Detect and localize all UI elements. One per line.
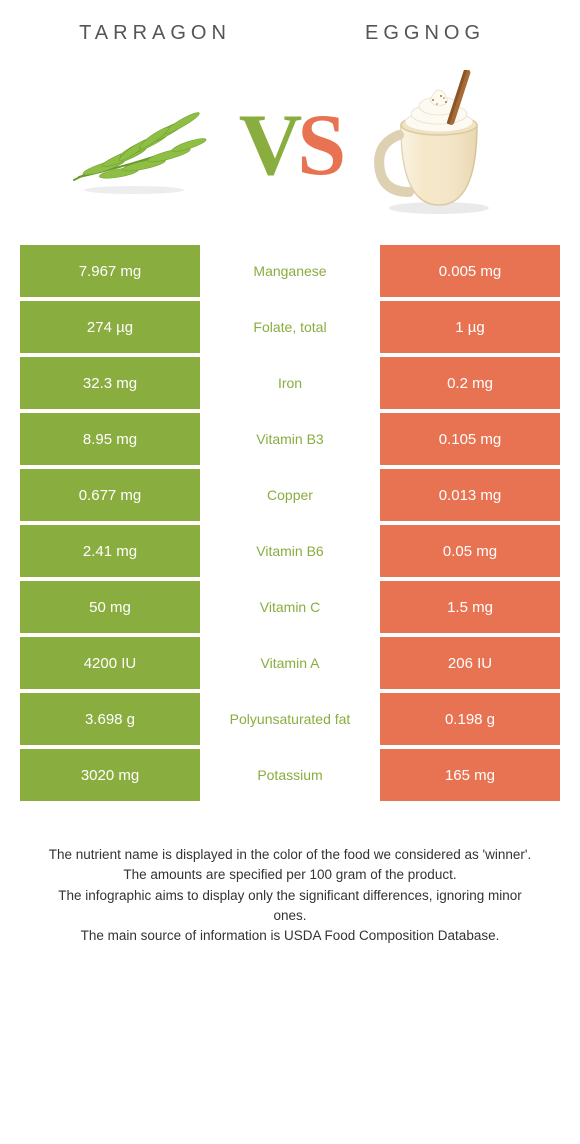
table-row: 7.967 mgManganese0.005 mg [20,245,560,297]
value-left: 274 µg [20,301,200,353]
header-right: EGGNOG [290,22,560,45]
hero-row: VS [0,55,580,245]
value-right: 206 IU [380,637,560,689]
value-left: 3.698 g [20,693,200,745]
value-right: 0.2 mg [380,357,560,409]
table-row: 50 mgVitamin C1.5 mg [20,581,560,633]
value-right: 1 µg [380,301,560,353]
nutrient-label: Vitamin B3 [200,413,380,465]
value-right: 0.013 mg [380,469,560,521]
nutrient-label: Iron [200,357,380,409]
footer-line-3: The infographic aims to display only the… [40,886,540,927]
table-row: 2.41 mgVitamin B60.05 mg [20,525,560,577]
value-left: 4200 IU [20,637,200,689]
nutrient-label: Copper [200,469,380,521]
nutrient-label: Polyunsaturated fat [200,693,380,745]
value-right: 165 mg [380,749,560,801]
nutrient-label: Potassium [200,749,380,801]
value-right: 0.005 mg [380,245,560,297]
value-left: 8.95 mg [20,413,200,465]
table-row: 8.95 mgVitamin B30.105 mg [20,413,560,465]
header-left: TARRAGON [20,22,290,45]
footer-line-1: The nutrient name is displayed in the co… [40,845,540,865]
nutrient-label: Vitamin B6 [200,525,380,577]
value-right: 0.05 mg [380,525,560,577]
table-row: 274 µgFolate, total1 µg [20,301,560,353]
vs-v: V [239,95,298,196]
nutrient-label: Manganese [200,245,380,297]
nutrient-label: Vitamin C [200,581,380,633]
value-left: 50 mg [20,581,200,633]
eggnog-image [351,75,521,215]
value-left: 32.3 mg [20,357,200,409]
table-row: 3020 mgPotassium165 mg [20,749,560,801]
vs-s: S [297,95,341,196]
vs-label: VS [239,95,342,196]
value-right: 0.105 mg [380,413,560,465]
value-left: 0.677 mg [20,469,200,521]
table-row: 4200 IUVitamin A206 IU [20,637,560,689]
table-row: 0.677 mgCopper0.013 mg [20,469,560,521]
value-left: 2.41 mg [20,525,200,577]
value-left: 3020 mg [20,749,200,801]
value-left: 7.967 mg [20,245,200,297]
table-row: 3.698 gPolyunsaturated fat0.198 g [20,693,560,745]
nutrient-table: 7.967 mgManganese0.005 mg274 µgFolate, t… [0,245,580,801]
footer-notes: The nutrient name is displayed in the co… [0,805,580,946]
footer-line-4: The main source of information is USDA F… [40,926,540,946]
value-right: 0.198 g [380,693,560,745]
footer-line-2: The amounts are specified per 100 gram o… [40,865,540,885]
tarragon-image [59,75,229,215]
header: TARRAGON EGGNOG [0,0,580,55]
table-row: 32.3 mgIron0.2 mg [20,357,560,409]
value-right: 1.5 mg [380,581,560,633]
nutrient-label: Folate, total [200,301,380,353]
nutrient-label: Vitamin A [200,637,380,689]
